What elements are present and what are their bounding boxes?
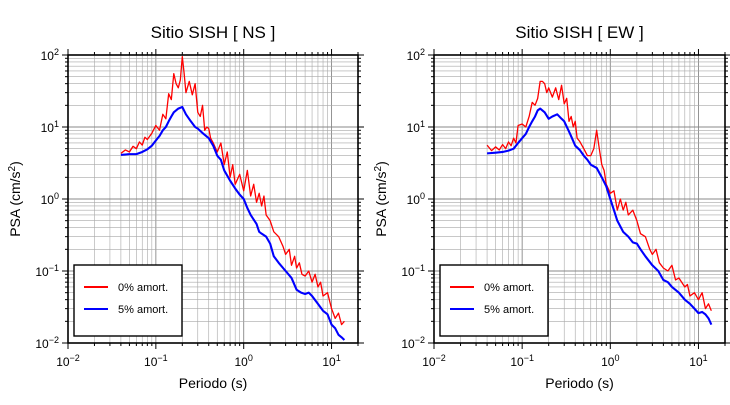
y-tick-label: 10−2 bbox=[401, 335, 425, 351]
legend-label: 0% amort. bbox=[118, 282, 168, 294]
legend-label: 5% amort. bbox=[484, 304, 534, 316]
x-tick-label: 100 bbox=[235, 353, 253, 369]
axis-ticks bbox=[62, 49, 364, 349]
chart-title: Sitio SISH [ NS ] bbox=[151, 23, 276, 42]
y-axis-label: PSA (cm/s2) bbox=[373, 161, 389, 237]
y-tick-label: 102 bbox=[41, 47, 59, 63]
legend-label: 5% amort. bbox=[118, 304, 168, 316]
x-tick-label: 101 bbox=[322, 353, 340, 369]
series-line-damped bbox=[486, 107, 713, 326]
x-axis-label: Periodo (s) bbox=[545, 375, 613, 391]
x-tick-label: 10−2 bbox=[422, 353, 446, 369]
series-line-undamped bbox=[120, 55, 345, 326]
series-line-damped bbox=[120, 105, 346, 341]
x-axis-label: Periodo (s) bbox=[179, 375, 247, 391]
x-tick-label: 101 bbox=[689, 353, 707, 369]
chart-title: Sitio SISH [ EW ] bbox=[515, 23, 643, 42]
x-tick-label: 10−2 bbox=[56, 353, 80, 369]
y-tick-label: 101 bbox=[407, 119, 425, 135]
y-tick-label: 102 bbox=[407, 47, 425, 63]
y-tick-label: 101 bbox=[41, 119, 59, 135]
legend: 0% amort. 5% amort. bbox=[439, 264, 549, 337]
y-tick-label: 100 bbox=[407, 191, 425, 207]
y-tick-label: 10−1 bbox=[35, 263, 59, 279]
x-tick-label: 10−1 bbox=[510, 353, 534, 369]
y-tick-label: 100 bbox=[41, 191, 59, 207]
y-axis-label: PSA (cm/s2) bbox=[7, 161, 23, 237]
x-tick-label: 10−1 bbox=[144, 353, 168, 369]
chart-panel-1: 10−2 10−1 100 101 10−2 10−1 100 101 102 Sitio SIS… bbox=[7, 23, 364, 391]
y-tick-label: 10−2 bbox=[35, 335, 59, 351]
chart-panel-2: 10−2 10−1 100 101 10−2 10−1 100 101 102 Sitio SIS… bbox=[373, 23, 730, 391]
legend-box bbox=[73, 264, 183, 337]
series-line-undamped bbox=[486, 80, 712, 312]
axis-ticks bbox=[428, 49, 730, 349]
x-tick-label: 100 bbox=[601, 353, 619, 369]
legend-box bbox=[439, 264, 549, 337]
legend-label: 0% amort. bbox=[484, 282, 534, 294]
legend: 0% amort. 5% amort. bbox=[73, 264, 183, 337]
y-tick-label: 10−1 bbox=[401, 263, 425, 279]
